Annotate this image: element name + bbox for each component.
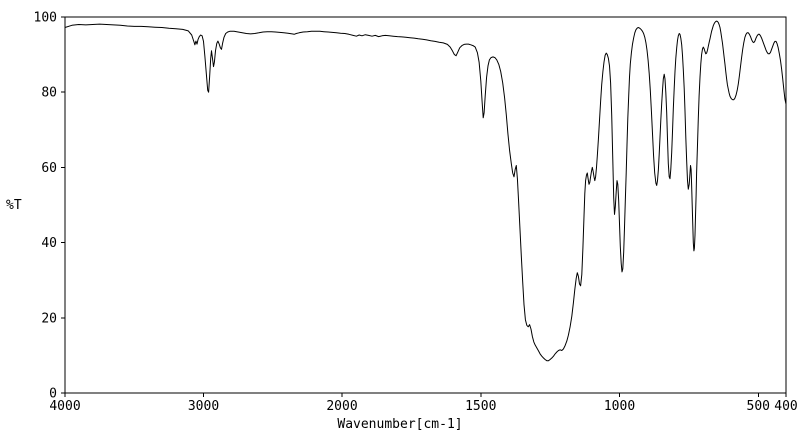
x-tick-label: 2000 [326,399,357,414]
x-axis-title: Wavenumber[cm-1] [337,417,463,432]
y-tick-label: 80 [41,86,57,101]
y-tick-label: 40 [41,236,57,251]
x-tick-label: 3000 [188,399,219,414]
y-tick-label: 60 [41,161,57,176]
y-tick-label: 20 [41,311,57,326]
spectrum-curve [64,20,787,362]
plot-frame [64,16,787,394]
x-tick-label: 4000 [49,399,80,414]
x-tick-label: 400 [774,399,797,414]
x-tick-label: 1000 [604,399,635,414]
y-axis-title: %T [6,198,22,213]
x-tick-label: 1500 [465,399,496,414]
y-tick-label: 100 [34,11,57,26]
y-tick-label: 0 [49,387,57,402]
x-tick-label: 500 [747,399,770,414]
